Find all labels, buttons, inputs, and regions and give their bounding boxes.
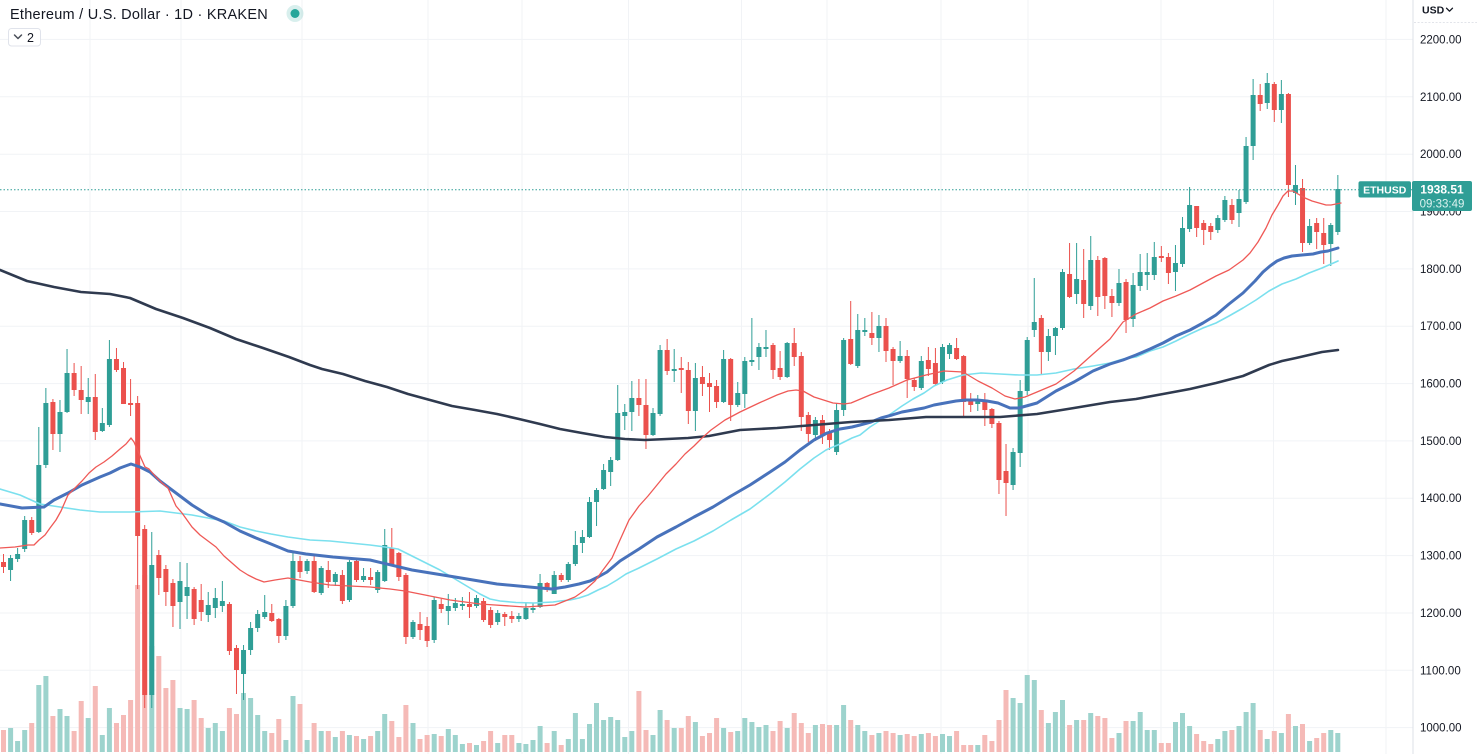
svg-text:2200.00: 2200.00 [1420, 34, 1462, 46]
svg-text:USD: USD [1422, 5, 1445, 17]
svg-text:09:33:49: 09:33:49 [1420, 198, 1465, 210]
svg-text:1000.00: 1000.00 [1420, 723, 1462, 735]
svg-text:1300.00: 1300.00 [1420, 551, 1462, 563]
svg-text:1100.00: 1100.00 [1420, 665, 1461, 677]
svg-text:2100.00: 2100.00 [1420, 92, 1462, 104]
svg-text:1938.51: 1938.51 [1420, 183, 1464, 197]
svg-text:Ethereum / U.S. Dollar · 1D ·: Ethereum / U.S. Dollar · 1D · KRAKEN [10, 7, 268, 23]
svg-text:ETHUSD: ETHUSD [1363, 184, 1407, 196]
svg-text:1600.00: 1600.00 [1420, 379, 1462, 391]
svg-text:1200.00: 1200.00 [1420, 608, 1462, 620]
svg-text:1500.00: 1500.00 [1420, 436, 1462, 448]
svg-text:1700.00: 1700.00 [1420, 321, 1462, 333]
svg-text:1400.00: 1400.00 [1420, 493, 1462, 505]
svg-text:2: 2 [27, 31, 34, 45]
svg-text:2000.00: 2000.00 [1420, 149, 1462, 161]
svg-text:1800.00: 1800.00 [1420, 264, 1462, 276]
